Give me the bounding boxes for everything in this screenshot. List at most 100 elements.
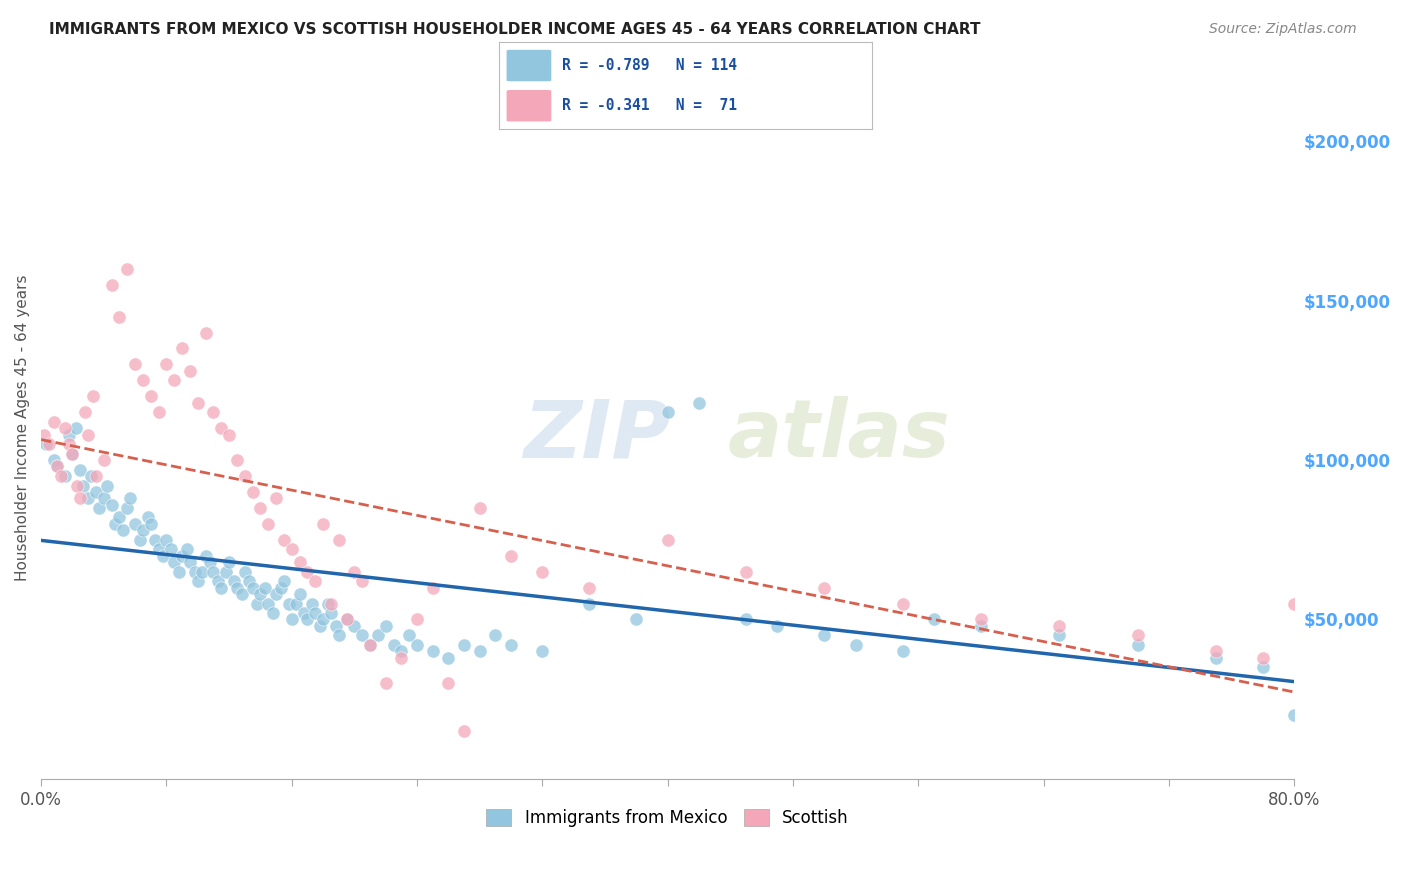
Point — [100, 498, 122, 512]
Text: IMMIGRANTS FROM MEXICO VS SCOTTISH HOUSEHOLDER INCOME AGES 45 - 64 YEARS CORRELA: IMMIGRANTS FROM MEXICO VS SCOTTISH HOUSE… — [49, 22, 981, 37]
Point — [273, 574, 295, 589]
Point — [312, 612, 335, 626]
Point — [891, 597, 914, 611]
Text: R = -0.789   N = 114: R = -0.789 N = 114 — [562, 58, 738, 73]
Point — [104, 516, 127, 531]
Point — [970, 612, 993, 626]
Point — [280, 612, 302, 626]
Point — [124, 358, 146, 372]
Point — [172, 342, 194, 356]
Point — [280, 542, 302, 557]
Point — [69, 462, 91, 476]
Point — [531, 644, 554, 658]
Point — [73, 405, 96, 419]
Point — [1047, 628, 1070, 642]
Point — [120, 491, 142, 506]
Point — [292, 606, 315, 620]
Point — [225, 581, 247, 595]
Point — [202, 405, 225, 419]
Point — [96, 478, 118, 492]
Point — [813, 581, 835, 595]
Point — [367, 628, 389, 642]
Point — [374, 619, 396, 633]
Point — [77, 427, 100, 442]
Point — [108, 310, 131, 324]
Point — [382, 638, 405, 652]
Point — [167, 565, 190, 579]
Point — [262, 606, 284, 620]
Point — [111, 523, 134, 537]
Point — [422, 581, 444, 595]
Point — [335, 612, 357, 626]
Text: R = -0.341   N =  71: R = -0.341 N = 71 — [562, 98, 738, 113]
Point — [328, 533, 350, 547]
Point — [484, 628, 506, 642]
Point — [42, 415, 65, 429]
Point — [183, 565, 205, 579]
Point — [845, 638, 868, 652]
Point — [218, 427, 240, 442]
Point — [100, 277, 122, 292]
Point — [343, 565, 366, 579]
Point — [187, 574, 209, 589]
Point — [297, 612, 319, 626]
Point — [352, 628, 374, 642]
Point — [65, 421, 87, 435]
Point — [316, 597, 339, 611]
Point — [132, 373, 155, 387]
Point — [139, 516, 162, 531]
Point — [117, 500, 139, 515]
Point — [319, 597, 342, 611]
Point — [1126, 628, 1149, 642]
Point — [32, 427, 55, 442]
Point — [66, 478, 89, 492]
Point — [335, 612, 357, 626]
Point — [242, 581, 264, 595]
Point — [406, 612, 429, 626]
Point — [62, 447, 84, 461]
Point — [359, 638, 381, 652]
Point — [108, 510, 131, 524]
Point — [352, 574, 374, 589]
Point — [242, 485, 264, 500]
Point — [155, 533, 177, 547]
Point — [1126, 638, 1149, 652]
Point — [191, 565, 214, 579]
Point — [194, 326, 217, 340]
Point — [209, 581, 232, 595]
Point — [58, 427, 80, 442]
Point — [124, 516, 146, 531]
Point — [1205, 650, 1227, 665]
Point — [187, 395, 209, 409]
Point — [922, 612, 945, 626]
Point — [202, 565, 225, 579]
Point — [398, 628, 420, 642]
Point — [389, 644, 412, 658]
Point — [304, 574, 326, 589]
Point — [257, 597, 280, 611]
Legend: Immigrants from Mexico, Scottish: Immigrants from Mexico, Scottish — [479, 802, 856, 834]
Point — [264, 491, 287, 506]
Point — [301, 597, 323, 611]
Point — [1361, 724, 1384, 739]
Point — [136, 510, 159, 524]
Point — [1282, 708, 1305, 723]
Point — [233, 469, 256, 483]
Point — [285, 597, 308, 611]
Point — [499, 549, 522, 563]
Point — [176, 542, 198, 557]
Point — [735, 612, 758, 626]
Point — [437, 676, 460, 690]
Point — [45, 459, 67, 474]
Point — [117, 261, 139, 276]
Point — [72, 478, 94, 492]
Point — [657, 405, 679, 419]
Point — [82, 389, 104, 403]
Point — [453, 724, 475, 739]
Point — [1282, 597, 1305, 611]
Point — [38, 437, 60, 451]
Point — [626, 612, 648, 626]
Point — [257, 516, 280, 531]
Point — [93, 453, 115, 467]
Point — [1205, 644, 1227, 658]
